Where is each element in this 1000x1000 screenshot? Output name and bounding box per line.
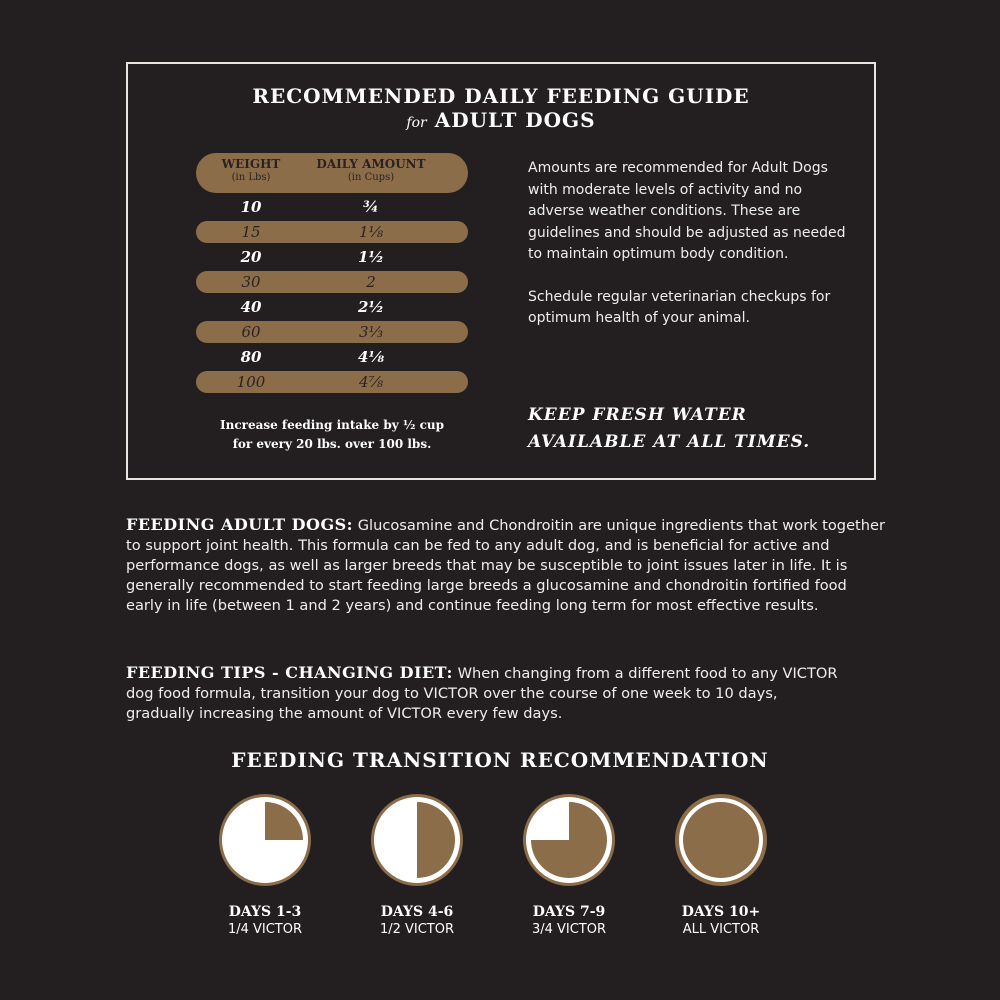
subtitle-for: for — [406, 115, 427, 131]
table-header: WEIGHT (in Lbs) DAILY AMOUNT (in Cups) — [196, 153, 468, 193]
guide-title: RECOMMENDED DAILY FEEDING GUIDE — [252, 84, 750, 108]
header-unit: (in Cups) — [347, 172, 395, 183]
transition-pie-icon — [523, 794, 615, 886]
pie-fill — [417, 802, 455, 878]
step-days: DAYS 10+ — [681, 904, 761, 920]
guide-subtitle: for ADULT DOGS — [128, 108, 874, 132]
subtitle-text: ADULT DOGS — [434, 108, 596, 132]
amount-cell: 1½ — [357, 248, 385, 266]
weight-cell: 20 — [240, 248, 262, 266]
table-row: 15 1⅛ — [196, 221, 468, 243]
table-row: 30 2 — [196, 271, 468, 293]
table-row: 60 3⅓ — [196, 321, 468, 343]
step-label: 1/2 VICTOR — [379, 922, 455, 937]
section-heading: FEEDING ADULT DOGS: — [126, 515, 354, 534]
header-amount: DAILY AMOUNT (in Cups) — [306, 153, 436, 193]
weight-cell: 80 — [240, 348, 262, 366]
feeding-adult-dogs-section: FEEDING ADULT DOGS: Glucosamine and Chon… — [126, 515, 886, 616]
table-row: 20 1½ — [196, 246, 468, 268]
guide-description: Amounts are recommended for Adult Dogs w… — [528, 158, 858, 351]
increase-note: Increase feeding intake by ½ cup for ever… — [196, 416, 468, 454]
transition-title: FEEDING TRANSITION RECOMMENDATION — [231, 748, 769, 772]
amount-cell: 3⅓ — [358, 323, 384, 341]
transition-step: DAYS 10+ ALL VICTOR — [661, 792, 781, 937]
weight-cell: 15 — [241, 223, 261, 241]
water-line: KEEP FRESH WATER — [528, 405, 747, 425]
transition-step: DAYS 7-9 3/4 VICTOR — [509, 792, 629, 937]
pie-fill — [683, 802, 759, 878]
weight-cell: 100 — [236, 373, 266, 391]
header-weight: WEIGHT (in Lbs) — [196, 153, 306, 193]
feeding-table: WEIGHT (in Lbs) DAILY AMOUNT (in Cups) 10 ¾… — [196, 153, 468, 393]
pie-fill — [265, 802, 303, 840]
transition-step: DAYS 1-3 1/4 VICTOR — [205, 792, 325, 937]
table-row: 40 2½ — [196, 296, 468, 318]
header-label: WEIGHT — [221, 157, 281, 171]
step-days: DAYS 1-3 — [228, 904, 302, 920]
header-unit: (in Lbs) — [231, 172, 271, 183]
feeding-tips-section: FEEDING TIPS - CHANGING DIET: When chang… — [126, 663, 846, 724]
table-row: 80 4⅛ — [196, 346, 468, 368]
section-text: When changing from a different food to a… — [126, 665, 838, 722]
amount-cell: 4⅛ — [358, 348, 384, 366]
transition-step: DAYS 4-6 1/2 VICTOR — [357, 792, 477, 937]
feeding-guide-panel: RECOMMENDED DAILY FEEDING GUIDE for ADUL… — [126, 62, 876, 480]
transition-pie-icon — [371, 794, 463, 886]
weight-cell: 30 — [241, 273, 261, 291]
amount-cell: 2 — [366, 273, 376, 291]
amount-cell: 2½ — [357, 298, 385, 316]
note-line: Increase feeding intake by ½ cup — [219, 418, 444, 432]
section-heading: FEEDING TIPS - CHANGING DIET: — [126, 663, 453, 682]
step-days: DAYS 7-9 — [532, 904, 606, 920]
step-days: DAYS 4-6 — [380, 904, 454, 920]
transition-pie-icon — [219, 794, 311, 886]
description-text: Schedule regular veterinarian checkups f… — [528, 288, 831, 327]
section-text: Glucosamine and Chondroitin are unique i… — [126, 517, 886, 614]
table-row: 10 ¾ — [196, 196, 468, 218]
weight-cell: 60 — [241, 323, 261, 341]
note-line: for every 20 lbs. over 100 lbs. — [232, 437, 432, 451]
table-row: 100 4⅞ — [196, 371, 468, 393]
amount-cell: 4⅞ — [358, 373, 384, 391]
weight-cell: 40 — [240, 298, 262, 316]
water-notice: KEEP FRESH WATER AVAILABLE AT ALL TIMES. — [528, 402, 810, 456]
amount-cell: ¾ — [363, 198, 379, 216]
description-text: Amounts are recommended for Adult Dogs w… — [528, 160, 846, 262]
water-line: AVAILABLE AT ALL TIMES. — [528, 432, 811, 452]
amount-cell: 1⅛ — [358, 223, 384, 241]
pie-fill — [531, 802, 607, 878]
step-label: 3/4 VICTOR — [531, 922, 607, 937]
step-label: ALL VICTOR — [682, 922, 760, 937]
weight-cell: 10 — [240, 198, 262, 216]
transition-pie-icon — [675, 794, 767, 886]
step-label: 1/4 VICTOR — [227, 922, 303, 937]
header-label: DAILY AMOUNT — [316, 157, 426, 171]
